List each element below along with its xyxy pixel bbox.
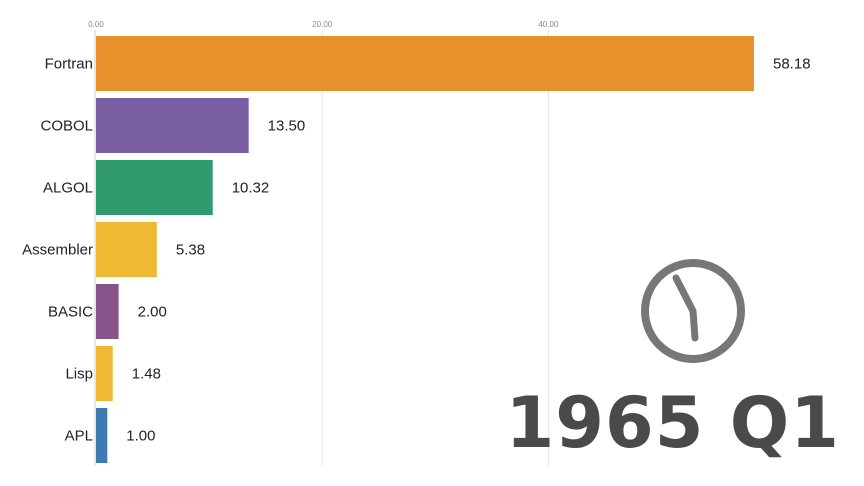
bar-cobol <box>96 98 249 153</box>
x-tick-label: 20.00 <box>312 20 333 29</box>
category-label: Assembler <box>22 242 93 259</box>
value-label: 58.18 <box>773 56 811 73</box>
bar-fortran <box>96 36 754 91</box>
category-label: ALGOL <box>43 180 93 197</box>
bar-algol <box>96 160 213 215</box>
category-label: APL <box>65 428 93 445</box>
bar-assembler <box>96 222 157 277</box>
period-label: 1965 Q1 <box>505 382 840 464</box>
value-label: 13.50 <box>268 118 306 135</box>
clock-icon <box>641 259 745 363</box>
x-axis-ticks: 0.00 20.00 40.00 <box>88 20 559 29</box>
bar-lisp <box>96 346 113 401</box>
category-label: Fortran <box>45 56 93 73</box>
value-labels: 58.18 13.50 10.32 5.38 2.00 1.48 1.00 <box>126 56 810 445</box>
bar-apl <box>96 408 108 463</box>
value-label: 10.32 <box>232 180 270 197</box>
x-tick-label: 40.00 <box>538 20 559 29</box>
category-label: COBOL <box>40 118 93 135</box>
value-label: 1.48 <box>132 366 161 383</box>
gridlines <box>321 30 549 466</box>
bars <box>96 36 754 463</box>
category-labels: Fortran COBOL ALGOL Assembler BASIC Lisp APL <box>22 56 93 445</box>
x-tick-label: 0.00 <box>88 20 104 29</box>
bar-basic <box>96 284 119 339</box>
value-label: 1.00 <box>126 428 155 445</box>
value-label: 5.38 <box>176 242 205 259</box>
category-label: Lisp <box>65 366 93 383</box>
category-label: BASIC <box>48 304 93 321</box>
value-label: 2.00 <box>138 304 167 321</box>
